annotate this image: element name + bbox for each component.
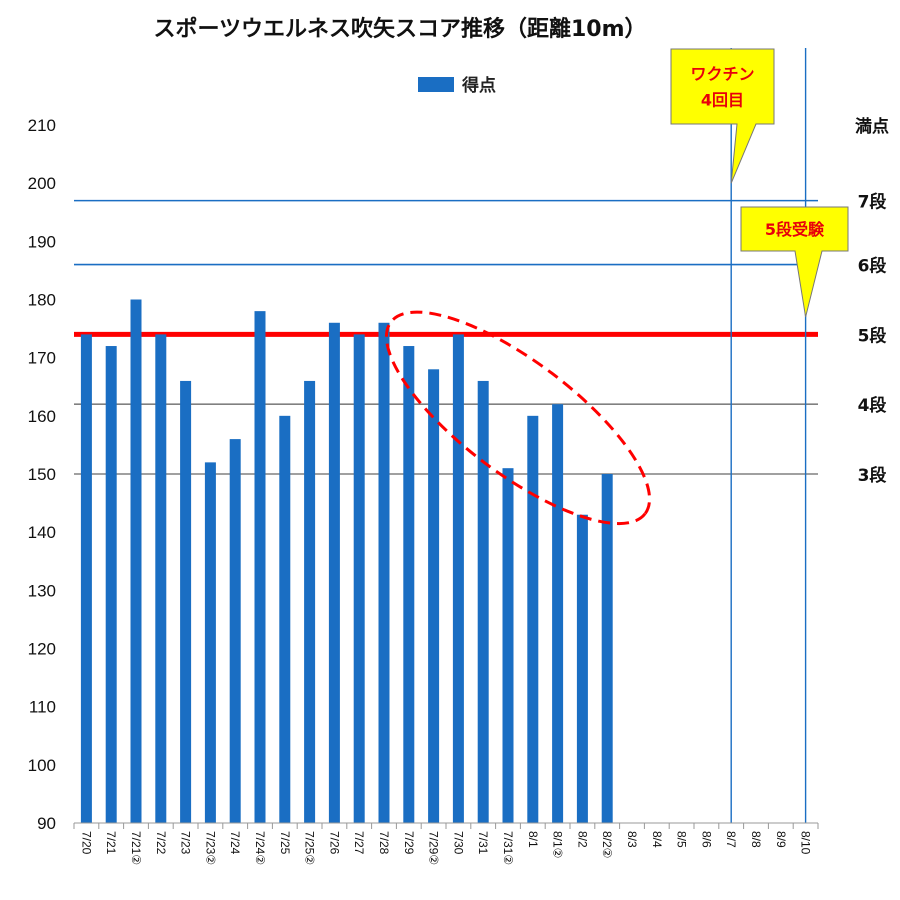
x-tick-label-13: 7/29 [402,831,416,855]
trend-ellipse-0 [384,310,652,526]
bar-0 [80,334,92,823]
bar-19 [552,404,564,823]
y-tick-label-8: 170 [28,349,56,368]
bar-2 [130,299,142,823]
x-tick-label-20: 8/2 [575,831,589,848]
bar-21 [601,474,613,823]
x-tick-label-14: 7/29② [427,831,441,865]
x-tick-label-0: 7/20 [79,831,93,855]
x-tick-label-26: 8/7 [724,831,738,848]
x-tick-label-21: 8/2② [600,831,614,858]
x-tick-label-27: 8/8 [749,831,763,848]
rank-label-0: 満点 [855,116,889,137]
axes [73,822,819,829]
x-tick-label-24: 8/5 [675,831,689,848]
chart-title: スポーツウエルネス吹矢スコア推移（距離10m） [153,16,646,42]
y-tick-label-3: 120 [28,640,56,659]
x-tick-label-22: 8/3 [625,831,639,848]
bar-15 [452,334,464,823]
x-tick-label-16: 7/31 [476,831,490,855]
y-tick-label-5: 140 [28,523,56,542]
reference-lines [74,199,818,475]
rank-label-3: 5段 [858,325,887,346]
x-tick-label-2: 7/21② [129,831,143,865]
event-lines [730,48,807,823]
callout-0: ワクチン 4回目 [670,48,775,184]
y-tick-label-11: 200 [28,174,56,193]
y-tick-label-10: 190 [28,232,56,251]
y-tick-label-9: 180 [28,291,56,310]
callout-text-0-1: 4回目 [701,91,744,110]
callout-text-0-0: ワクチン [690,65,754,84]
bar-4 [180,380,192,823]
x-tick-label-28: 8/9 [774,831,788,848]
legend-label: 得点 [461,75,496,96]
x-tick-label-7: 7/24② [253,831,267,865]
x-tick-label-10: 7/26 [327,831,341,855]
x-tick-label-3: 7/22 [154,831,168,855]
legend-swatch [418,77,454,92]
x-tick-label-23: 8/4 [650,831,664,848]
bar-10 [328,322,340,823]
rank-label-1: 7段 [858,192,887,213]
x-tick-label-1: 7/21 [104,831,118,855]
bar-13 [403,346,415,823]
bar-20 [576,514,588,823]
x-tick-label-4: 7/23 [179,831,193,855]
x-tick-label-9: 7/25② [303,831,317,865]
bar-1 [105,346,117,823]
rank-labels: 満点 7段 6段 5段 4段 3段 [855,116,889,486]
rank-label-4: 4段 [858,395,887,416]
x-tick-label-15: 7/30 [451,831,465,855]
x-tick-label-25: 8/6 [699,831,713,848]
y-tick-label-2: 110 [29,698,56,717]
x-tick-label-12: 7/28 [377,831,391,855]
bar-5 [204,462,216,823]
callout-text-1-0: 5段受験 [765,220,825,239]
bar-16 [477,380,489,823]
y-tick-label-0: 90 [37,814,56,833]
callout-1: 5段受験 [740,206,849,318]
x-tick-label-5: 7/23② [203,831,217,865]
x-tick-label-11: 7/27 [352,831,366,855]
x-tick-label-6: 7/24 [228,831,242,855]
rank-label-2: 6段 [858,256,887,277]
bar-8 [279,415,291,823]
bars [80,299,613,823]
bar-18 [527,415,539,823]
rank-label-5: 3段 [858,465,887,486]
bar-9 [304,380,316,823]
bar-6 [229,439,241,823]
y-tick-label-6: 150 [28,465,56,484]
x-tick-label-8: 7/25 [278,831,292,855]
y-tick-label-1: 100 [28,756,56,775]
x-tick-label-29: 8/10 [799,831,813,855]
y-tick-label-12: 210 [28,116,56,135]
callout-box-1 [740,206,849,318]
bar-17 [502,468,514,823]
x-axis-ticks: 7/20 7/21 7/21② 7/22 7/23 7/23② 7/24 7/24② 7/25 7… [79,831,812,865]
bar-12 [378,322,390,823]
x-tick-label-17: 7/31② [501,831,515,865]
y-tick-label-7: 160 [28,407,56,426]
y-axis-ticks: 90 100 110 120 130 140 150 160 170 180 190 200 210 [28,116,56,833]
annotations [384,310,652,526]
x-tick-label-18: 8/1 [526,831,540,848]
bar-3 [155,334,167,823]
y-tick-label-4: 130 [28,581,56,600]
bar-14 [428,369,440,823]
bar-7 [254,311,266,823]
bar-11 [353,334,365,823]
callouts: ワクチン 4回目 5段受験 [670,48,849,318]
callout-box-0 [670,48,775,184]
x-tick-label-19: 8/1② [551,831,565,858]
